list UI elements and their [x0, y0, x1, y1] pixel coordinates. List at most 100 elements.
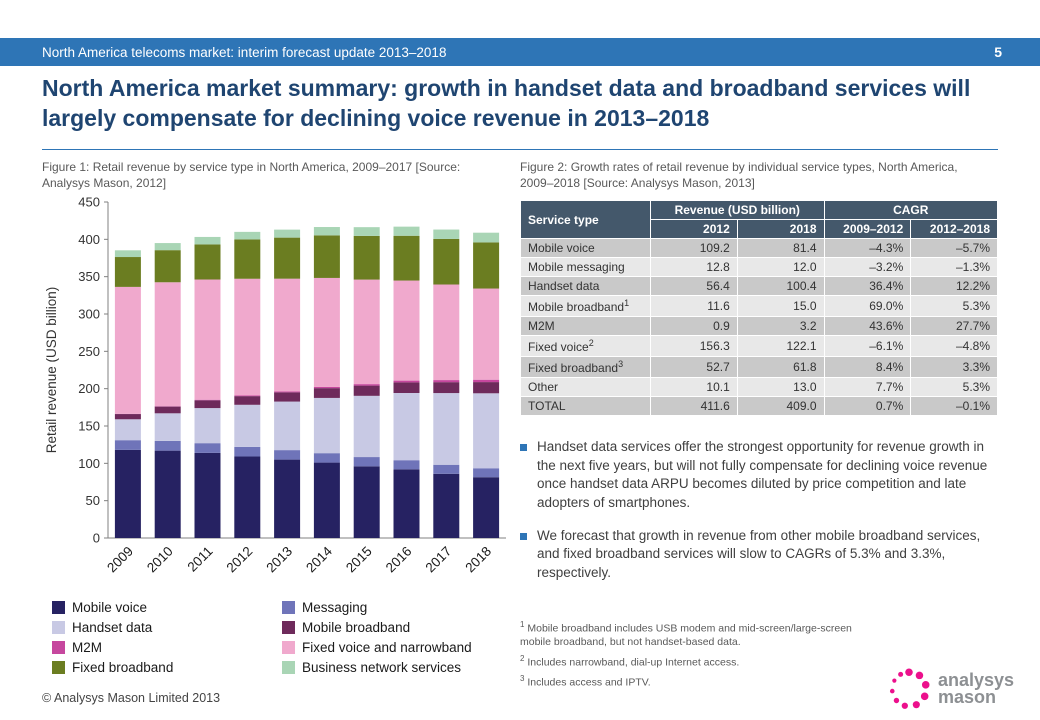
logo-dot	[920, 692, 929, 701]
bar-segment	[114, 449, 141, 538]
header-bar: North America telecoms market: interim f…	[0, 38, 1040, 66]
y-tick-label: 450	[78, 196, 100, 210]
table-cell: 69.0%	[823, 295, 912, 317]
bar-segment	[353, 457, 380, 467]
bar-segment	[114, 286, 141, 414]
table-row: Handset data 56.4 100.4 36.4% 12.2%	[520, 276, 998, 296]
table-cell: 100.4	[736, 276, 825, 296]
table-row: Fixed voice2 156.3 122.1 –6.1% –4.8%	[520, 335, 998, 357]
bar-segment	[114, 414, 141, 420]
service-type-cell: M2M	[520, 316, 651, 336]
bar-segment	[393, 460, 420, 470]
table-cell: 81.4	[736, 238, 825, 258]
bar-segment	[194, 408, 221, 444]
bar-segment	[433, 284, 460, 381]
bar-segment	[353, 227, 380, 236]
bar-segment	[433, 229, 460, 239]
table-cell: 10.1	[650, 377, 738, 397]
legend-item: Fixed broadband	[52, 660, 282, 675]
table-cell: 56.4	[650, 276, 738, 296]
table-row: Mobile broadband1 11.6 15.0 69.0% 5.3%	[520, 295, 998, 317]
bar-segment	[313, 397, 340, 454]
bar-segment	[194, 399, 221, 401]
footnote-text: Mobile broadband includes USB modem and …	[520, 622, 852, 649]
bar-segment	[433, 393, 460, 465]
service-type-cell: Fixed voice2	[520, 335, 651, 357]
logo-line2: mason	[937, 687, 996, 707]
table-header-cell: 2018	[736, 219, 825, 239]
bar-segment	[393, 280, 420, 381]
bar-segment	[393, 235, 420, 281]
bar-segment	[114, 250, 141, 258]
bar-segment	[234, 404, 261, 447]
table-cell: 52.7	[650, 356, 738, 378]
table-cell: 13.0	[736, 377, 825, 397]
table-cell: 61.8	[736, 356, 825, 378]
bar-segment	[274, 392, 301, 402]
bullet-item: Handset data services offer the stronges…	[520, 438, 1000, 513]
x-tick-label: 2010	[144, 544, 176, 576]
bar-segment	[274, 391, 301, 393]
legend-label: Mobile voice	[72, 600, 148, 615]
table-cell: 8.4%	[823, 356, 912, 378]
table-cell: 411.6	[650, 396, 738, 416]
legend-swatch-icon	[282, 621, 295, 634]
bar-segment	[433, 473, 460, 538]
legend-label: Messaging	[302, 600, 368, 615]
bar-segment	[393, 469, 420, 538]
table-header-cell: 2009–2012	[823, 219, 912, 239]
table-cell: 109.2	[650, 238, 738, 258]
x-tick-label: 2011	[184, 544, 215, 575]
bar-segment	[114, 419, 141, 441]
chart-legend: Mobile voice Messaging Handset data Mobile …	[52, 600, 512, 675]
x-tick-label: 2014	[303, 543, 335, 575]
footnote-list: 1 Mobile broadband includes USB modem an…	[520, 620, 880, 694]
bar-segment	[473, 468, 500, 478]
bar-segment	[234, 396, 261, 405]
table-cell: 11.6	[650, 295, 738, 317]
logo-dot	[898, 671, 904, 677]
legend-item: Mobile voice	[52, 600, 282, 615]
bullet-text: We forecast that growth in revenue from …	[537, 527, 981, 580]
x-tick-label: 2009	[104, 544, 136, 576]
logo-dot	[905, 668, 913, 677]
x-tick-label: 2015	[343, 544, 375, 576]
bar-segment	[353, 385, 380, 396]
bar-segment	[433, 464, 460, 474]
x-tick-label: 2016	[383, 544, 415, 576]
bar-segment	[473, 379, 500, 383]
bar-segment	[154, 406, 181, 414]
bar-segment	[353, 279, 380, 385]
table-cell: –3.2%	[823, 257, 912, 277]
table-cell: –6.1%	[823, 335, 912, 357]
legend-label: Fixed voice and narrowband	[302, 640, 472, 655]
bar-segment	[194, 244, 221, 280]
bar-segment	[234, 231, 261, 240]
x-tick-label: 2012	[224, 544, 256, 576]
footnote: 3 Includes access and IPTV.	[520, 674, 880, 690]
footnote-text: Includes narrowband, dial-up Internet ac…	[527, 656, 740, 669]
logo-dot	[889, 688, 895, 694]
table-cell: 0.7%	[823, 396, 912, 416]
bar-segment	[154, 413, 181, 441]
footnote-ref: 3	[618, 359, 624, 369]
legend-swatch-icon	[52, 601, 65, 614]
bar-segment	[234, 278, 261, 396]
figure2-table: Service type Revenue (USD billion) CAGR 201…	[520, 200, 998, 416]
bar-segment	[473, 477, 500, 538]
bar-segment	[274, 450, 301, 460]
service-type-cell: Other	[520, 377, 651, 397]
bar-segment	[234, 239, 261, 279]
footnote-ref: 2	[588, 338, 594, 348]
bar-segment	[393, 380, 420, 383]
bullet-text: Handset data services offer the stronges…	[537, 439, 988, 510]
bar-segment	[433, 382, 460, 394]
bar-segment	[313, 235, 340, 278]
table-header-cell: Service type	[520, 200, 651, 239]
footnote: 2 Includes narrowband, dial-up Internet …	[520, 654, 880, 670]
bar-segment	[473, 288, 500, 380]
table-cell: 5.3%	[910, 377, 998, 397]
title-divider	[42, 149, 998, 150]
bar-segment	[234, 395, 261, 397]
